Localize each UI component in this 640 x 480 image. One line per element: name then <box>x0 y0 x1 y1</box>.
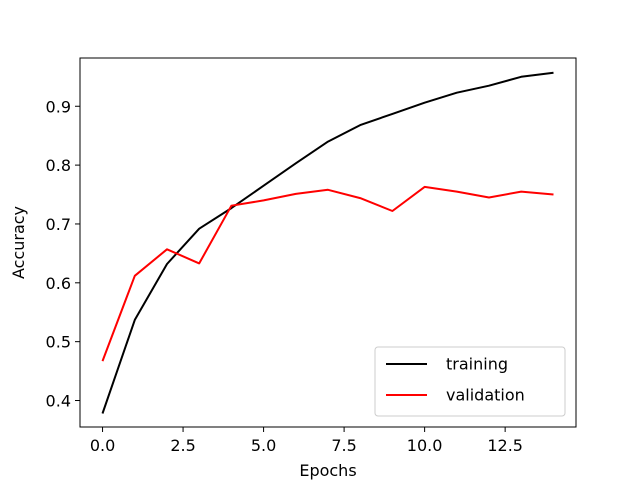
y-tick-label: 0.4 <box>46 392 71 411</box>
x-tick-label: 10.0 <box>407 436 443 455</box>
y-axis-label: Accuracy <box>9 206 28 279</box>
y-tick-label: 0.6 <box>46 274 71 293</box>
plot-frame <box>79 57 577 428</box>
ticks-layer: 0.0 2.5 5.0 7.5 10.0 12.5 0.4 0.5 0.6 0.7 0.8 0.9 <box>46 97 523 455</box>
legend: training validation <box>374 346 566 417</box>
y-tick-label: 0.9 <box>46 97 71 116</box>
x-tick-label: 7.5 <box>331 436 356 455</box>
training-line <box>101 71 554 414</box>
y-tick-label: 0.7 <box>46 215 71 234</box>
x-tick-label: 5.0 <box>251 436 276 455</box>
y-tick-label: 0.5 <box>46 333 71 352</box>
legend-label-validation: validation <box>446 386 525 405</box>
validation-line <box>101 185 554 362</box>
x-axis-label: Epochs <box>299 461 356 480</box>
series-layer <box>101 71 554 414</box>
x-tick-label: 0.0 <box>90 436 115 455</box>
x-tick-label: 2.5 <box>170 436 195 455</box>
x-tick-label: 12.5 <box>487 436 523 455</box>
y-tick-label: 0.8 <box>46 156 71 175</box>
legend-label-training: training <box>446 355 508 374</box>
